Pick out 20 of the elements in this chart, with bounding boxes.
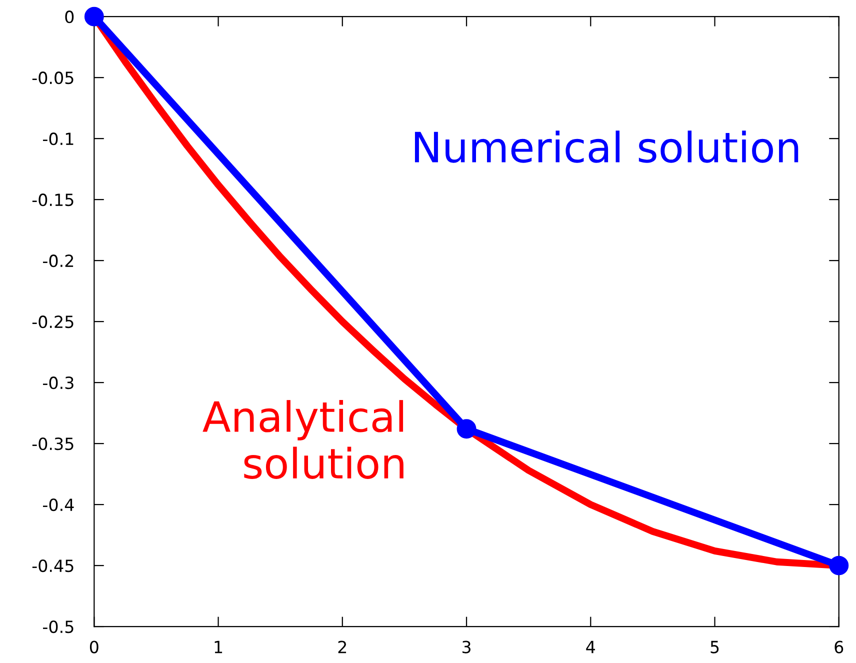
series-label: Analytical solution	[202, 400, 404, 479]
x-tick-label: 3	[462, 640, 470, 654]
y-tick-label: -0.1	[43, 132, 74, 146]
text: Numerical solution	[414, 130, 798, 163]
x-tick-label: 0	[90, 640, 98, 654]
y-tick-label: -0.15	[32, 194, 74, 206]
y-tick-label: -0.3	[43, 376, 74, 390]
y-tick-label: -0.2	[43, 254, 74, 268]
x-tick-label: 4	[586, 640, 596, 654]
y-tick-label: -0.45	[32, 560, 74, 572]
y-tick-label: -0.25	[32, 316, 74, 328]
y-tick-label: -0.5	[43, 620, 74, 634]
y-tick-label: -0.35	[32, 438, 74, 450]
y-tick-label: -0.4	[43, 498, 74, 512]
x-tick-label: 2	[338, 640, 346, 654]
x-tick-label: 1	[214, 640, 222, 654]
x-tick-label: 5	[710, 640, 719, 654]
y-tick-label: 0	[65, 10, 74, 24]
x-tick-label: 6	[834, 640, 844, 654]
y-tick-label: -0.05	[32, 72, 74, 84]
